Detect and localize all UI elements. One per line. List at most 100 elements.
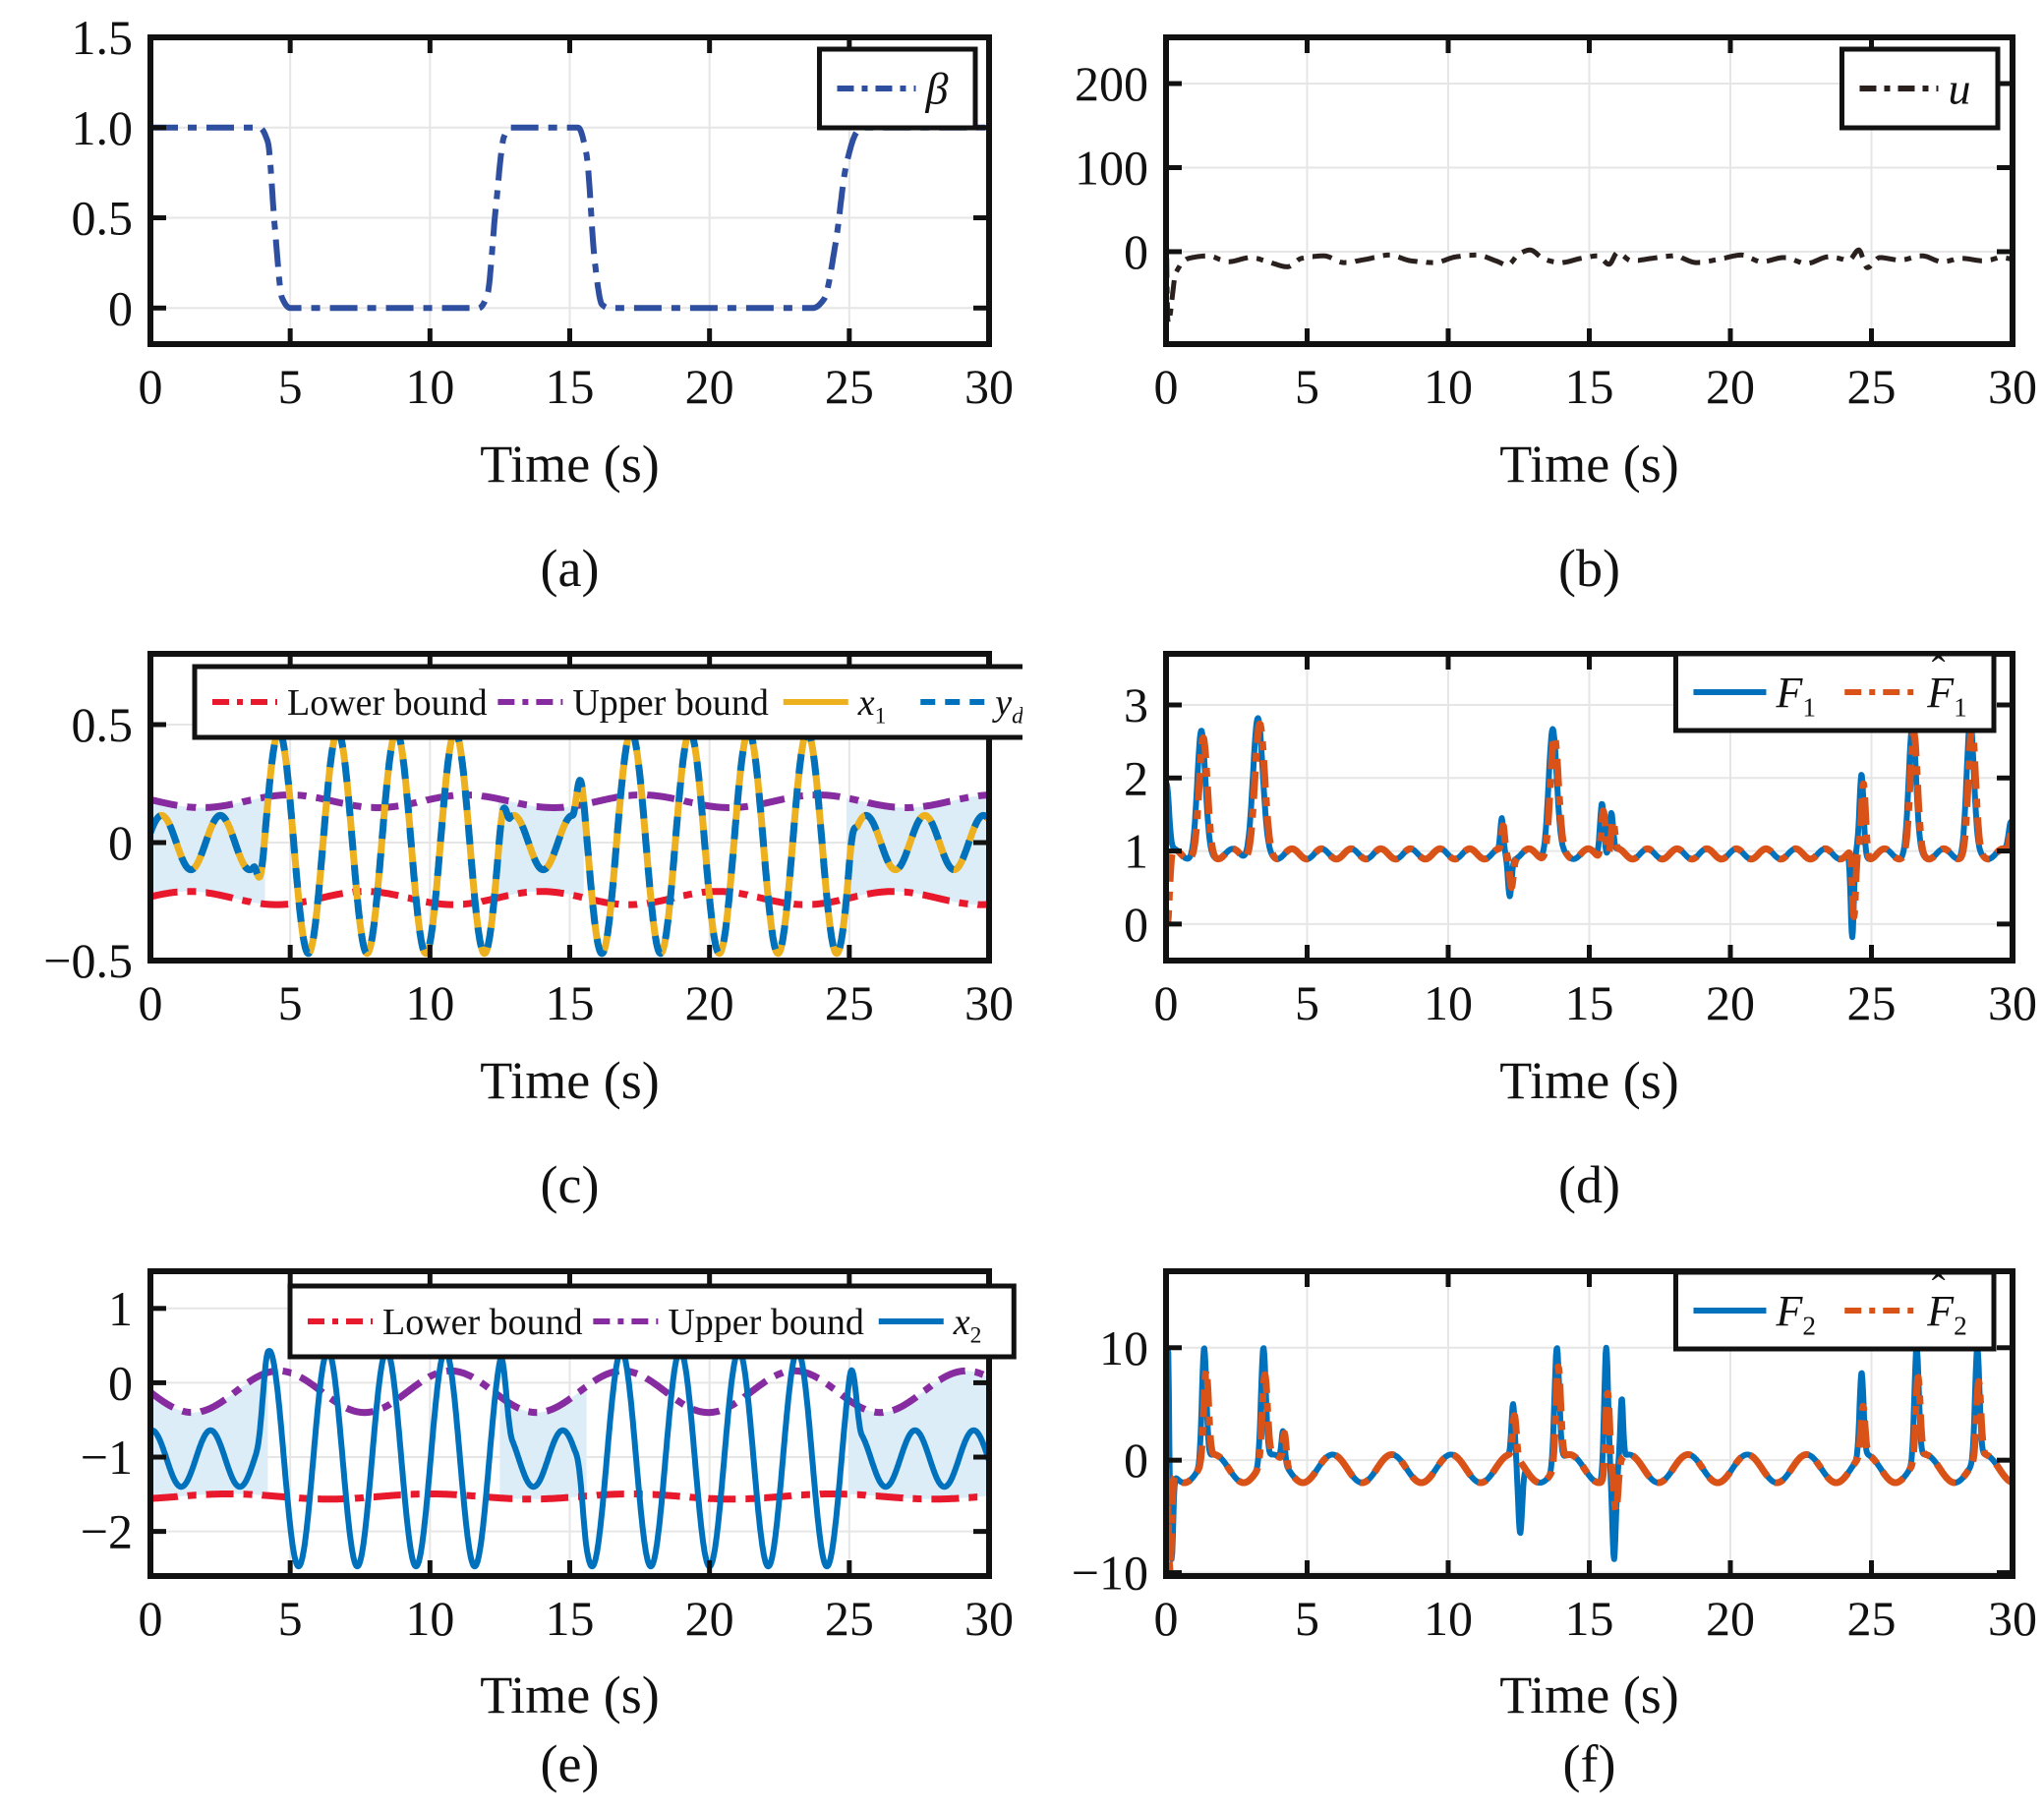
y-tick-label: 1: [108, 1281, 133, 1336]
tick-labels-e: 0 5 10 15 20 25 30 −2 −1 0 1: [81, 1281, 1014, 1646]
x-tick-label: 5: [1295, 1591, 1319, 1646]
subplot-letter-c: (c): [541, 1155, 600, 1214]
x-tick-label: 0: [139, 359, 163, 414]
axes-c: [147, 651, 992, 964]
x-tick-label: 5: [278, 359, 303, 414]
x-tick-label: 10: [1424, 975, 1473, 1030]
legend-item-F1: F1: [1693, 669, 1816, 723]
series-F1_hat-line: [1166, 720, 2013, 927]
axes-d: [1163, 651, 2015, 964]
series-x2-line: [150, 1348, 989, 1570]
legend-label: Lower bound: [382, 1302, 583, 1343]
legend-label: F2: [1775, 1287, 1816, 1341]
series-yd-line: [150, 728, 989, 958]
xlabel-f: Time (s): [1499, 1666, 1679, 1724]
series-group-a: [150, 124, 989, 312]
legend-label: Lower bound: [287, 682, 488, 724]
subplot-letter-d: (d): [1558, 1155, 1620, 1214]
x-tick-label: 15: [546, 975, 595, 1030]
x-tick-label: 15: [1565, 1591, 1614, 1646]
x-tick-label: 10: [405, 359, 454, 414]
x-tick-label: 20: [685, 359, 734, 414]
series-group-d: [1166, 715, 2013, 941]
legend-item-Upper bound: Upper bound: [497, 682, 769, 724]
legend-label: β: [924, 64, 948, 114]
x-tick-label: 0: [139, 1591, 163, 1646]
x-tick-label: 30: [1988, 359, 2037, 414]
legend-label: F1: [1926, 669, 1967, 723]
constraint-band-c: [150, 794, 989, 906]
x-tick-label: 20: [1706, 359, 1755, 414]
tick-labels-b: 0 5 10 15 20 25 30 0 100 200: [1075, 56, 2037, 414]
legend-label: yd: [991, 682, 1022, 729]
y-tick-label: 0: [108, 280, 133, 335]
legend-b: u: [1839, 46, 2001, 131]
y-tick-label: 0: [108, 815, 133, 870]
y-tick-label: 0: [108, 1355, 133, 1410]
legend-f: F2 F2ˆ: [1672, 1267, 1997, 1352]
subplot-letter-e: (e): [541, 1734, 600, 1793]
x-tick-label: 25: [1847, 359, 1897, 414]
y-tick-label: 1.0: [72, 100, 134, 155]
legend-item-F2: F2ˆ: [1844, 1267, 1967, 1341]
subplot-letter-b: (b): [1558, 539, 1620, 598]
y-tick-label: 0.5: [72, 191, 134, 246]
series-group-e: [150, 1348, 989, 1570]
x-tick-label: 0: [1154, 975, 1179, 1030]
y-tick-label: −0.5: [43, 933, 133, 988]
x-tick-label: 10: [405, 975, 454, 1030]
legend-item-x2: x2: [878, 1302, 981, 1348]
legend-label: Upper bound: [572, 682, 768, 724]
x-tick-label: 25: [825, 359, 874, 414]
subplot-b: 0 5 10 15 20 25 30 0 100 200 Time (s) (b) u: [1075, 34, 2037, 598]
x-tick-label: 15: [1565, 359, 1614, 414]
x-tick-label: 30: [964, 359, 1014, 414]
y-tick-label: 1.5: [72, 10, 134, 65]
legend-label: Upper bound: [668, 1302, 863, 1343]
x-tick-label: 15: [546, 359, 595, 414]
y-tick-label: 0: [1124, 1432, 1148, 1488]
x-tick-label: 30: [1988, 1591, 2037, 1646]
x-tick-label: 10: [1424, 359, 1473, 414]
y-tick-label: −1: [81, 1430, 133, 1485]
x-tick-label: 15: [1565, 975, 1614, 1030]
tick-labels-c: 0 5 10 15 20 25 30−0.500.5: [43, 697, 1014, 1030]
x-tick-label: 10: [405, 1591, 454, 1646]
xlabel-e: Time (s): [480, 1666, 660, 1724]
axes-e: [147, 1268, 992, 1579]
x-tick-label: 5: [278, 1591, 303, 1646]
x-tick-label: 30: [964, 975, 1014, 1030]
y-tick-label: 1: [1124, 824, 1148, 879]
x-tick-label: 0: [1154, 359, 1179, 414]
y-tick-label: 0: [1124, 224, 1148, 279]
legend-item-F1: F1ˆ: [1844, 649, 1967, 723]
x-tick-label: 20: [685, 1591, 734, 1646]
y-tick-label: 10: [1099, 1320, 1148, 1375]
series-beta-line: [150, 124, 989, 312]
x-tick-label: 0: [139, 975, 163, 1030]
x-tick-label: 25: [825, 975, 874, 1030]
subplot-letter-a: (a): [541, 539, 600, 598]
legend-item-Lower bound: Lower bound: [308, 1302, 583, 1343]
x-tick-label: 30: [1988, 975, 2037, 1030]
x-tick-label: 20: [1706, 975, 1755, 1030]
legend-label: x1: [857, 682, 887, 729]
legend-label: F1: [1775, 669, 1816, 723]
x-tick-label: 10: [1424, 1591, 1473, 1646]
legend-e: Lower bound Upper bound x2: [287, 1283, 1017, 1360]
x-tick-label: 0: [1154, 1591, 1179, 1646]
series-F2_hat-line: [1166, 1363, 2013, 1574]
axes-a: [147, 34, 992, 347]
y-tick-label: 0: [1124, 897, 1148, 952]
xlabel-c: Time (s): [480, 1051, 660, 1110]
y-tick-label: −2: [81, 1504, 133, 1559]
legend-item-β: β: [837, 64, 948, 114]
series-group-c: [150, 728, 989, 958]
legend-item-u: u: [1859, 64, 1970, 114]
x-tick-label: 25: [825, 1591, 874, 1646]
y-tick-label: 0.5: [72, 697, 134, 752]
legend-item-Upper bound: Upper bound: [593, 1302, 864, 1343]
